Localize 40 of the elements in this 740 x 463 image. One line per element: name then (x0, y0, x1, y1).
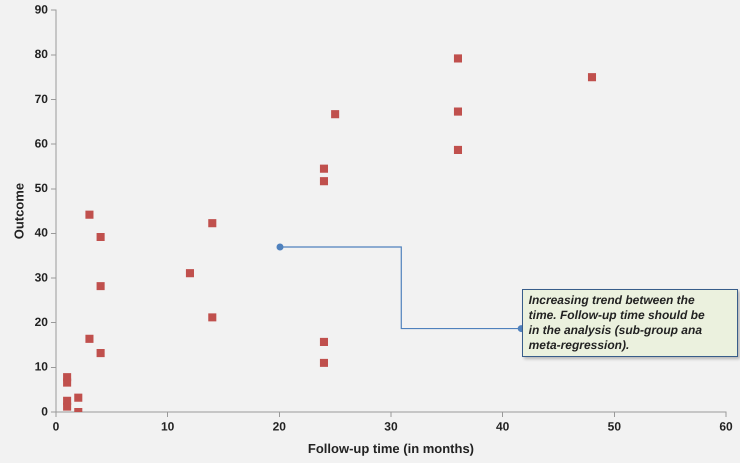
y-tick-label: 40 (34, 226, 48, 240)
point (85, 334, 94, 343)
point (454, 108, 462, 116)
point (454, 54, 462, 62)
point (63, 402, 72, 411)
y-tick-label: 80 (34, 47, 48, 62)
note-box: Increasing trend between the time. Follow-up time should be in the analysis (sub-group ana meta-regression). (522, 288, 738, 357)
y-tick-label: 20 (34, 315, 48, 330)
x-tick-label: 0 (52, 420, 60, 434)
point (320, 358, 328, 367)
y-tick-label: 10 (34, 360, 48, 374)
y-tick-label: 0 (41, 404, 48, 418)
x-tick-label: 60 (719, 420, 733, 434)
point (74, 394, 82, 402)
point (63, 378, 72, 387)
x-axis-title: Follow-up time (in months) (308, 440, 474, 456)
x-tick-label: 20 (272, 420, 286, 434)
y-tick-label: 60 (34, 136, 48, 150)
y-tick-label: 90 (34, 2, 48, 17)
point (208, 219, 216, 228)
y-axis-title: Outcome (11, 182, 26, 240)
point (186, 269, 194, 278)
x-tick-label: 40 (496, 420, 510, 434)
x-tick-label: 50 (608, 420, 622, 434)
point (96, 232, 105, 242)
point (85, 210, 94, 219)
point (208, 313, 216, 322)
point (320, 338, 328, 346)
point (320, 177, 328, 186)
point (454, 146, 462, 154)
y-tick-label: 30 (34, 270, 48, 284)
point (96, 282, 105, 290)
y-tick-label: 50 (34, 181, 48, 196)
x-tick-label: 30 (384, 420, 398, 434)
y-tick-label: 70 (34, 92, 48, 106)
x-tick-label: 10 (160, 420, 175, 434)
point (96, 349, 105, 358)
point (331, 110, 340, 118)
point (320, 164, 328, 173)
point (588, 73, 596, 82)
